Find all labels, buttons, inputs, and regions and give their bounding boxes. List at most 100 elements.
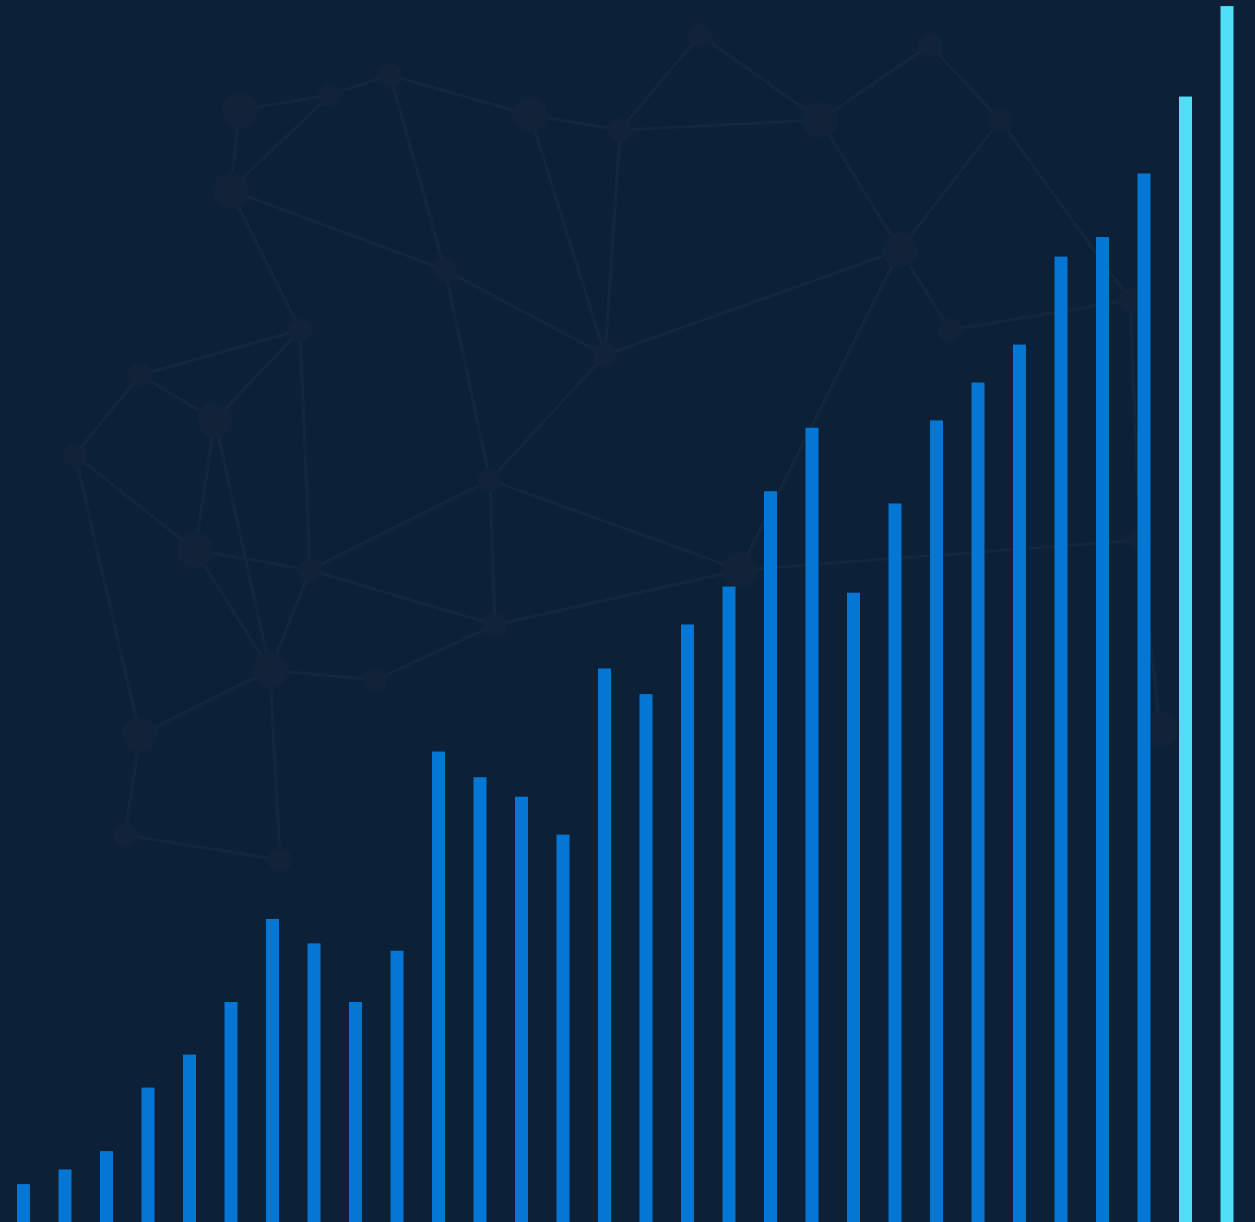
- network-edge: [528, 114, 607, 356]
- network-edge: [898, 119, 1002, 251]
- network-node: [722, 552, 758, 588]
- bar-highlighted: [1179, 96, 1192, 1222]
- bar: [930, 420, 943, 1222]
- network-edge: [444, 268, 606, 357]
- network-node: [197, 402, 233, 438]
- bar: [639, 694, 653, 1222]
- network-edge: [193, 419, 217, 551]
- network-node: [318, 83, 342, 107]
- network-edge: [268, 669, 282, 861]
- network-node: [512, 97, 548, 133]
- bar: [141, 1087, 155, 1222]
- bar: [100, 1151, 113, 1222]
- network-node: [268, 848, 292, 872]
- bar: [681, 624, 694, 1222]
- bar: [1013, 344, 1026, 1222]
- network-node: [882, 232, 918, 268]
- network-edge: [139, 328, 301, 377]
- network-node: [113, 823, 137, 847]
- network-node: [128, 363, 152, 387]
- bar: [1096, 237, 1109, 1222]
- network-edge: [928, 43, 1002, 122]
- network-edge: [388, 74, 447, 271]
- network-edge: [73, 374, 142, 456]
- network-node: [177, 532, 213, 568]
- network-edge: [298, 329, 312, 571]
- network-edge: [73, 454, 142, 736]
- network-edge: [309, 568, 496, 627]
- network-edge: [603, 129, 622, 356]
- network-edge: [193, 549, 272, 671]
- network-edge: [228, 189, 302, 331]
- bar: [847, 592, 860, 1222]
- network-edge: [488, 353, 607, 482]
- bar: [58, 1169, 72, 1222]
- bars-group: [17, 6, 1234, 1222]
- bar: [390, 950, 404, 1222]
- network-node: [433, 258, 457, 282]
- network-edge: [819, 43, 931, 122]
- network-edge: [228, 93, 332, 192]
- network-edge: [229, 188, 446, 272]
- bar-highlighted: [1220, 6, 1234, 1222]
- network-edge: [213, 328, 302, 422]
- bar: [432, 751, 445, 1222]
- network-node: [63, 443, 87, 467]
- network-node: [1118, 288, 1142, 312]
- network-edge: [194, 548, 311, 572]
- bar: [764, 491, 777, 1222]
- network-edge: [74, 453, 196, 552]
- network-node: [593, 343, 617, 367]
- bar: [183, 1054, 196, 1222]
- network-node: [918, 33, 942, 57]
- network-node: [688, 23, 712, 47]
- network-edge: [124, 833, 281, 862]
- bar: [473, 777, 487, 1222]
- network-node: [608, 118, 632, 142]
- bar: [17, 1184, 30, 1222]
- network-node: [122, 717, 158, 753]
- network-node: [363, 668, 387, 692]
- bar: [888, 503, 902, 1222]
- network-node: [288, 318, 312, 342]
- network-edge: [488, 479, 497, 626]
- bar: [266, 918, 279, 1222]
- network-node: [802, 102, 838, 138]
- bar: [307, 943, 321, 1222]
- network-node: [478, 468, 502, 492]
- network-edge: [818, 119, 902, 251]
- bar: [515, 796, 528, 1222]
- network-edge: [213, 419, 272, 671]
- bar: [722, 586, 736, 1222]
- network-node: [938, 318, 962, 342]
- bar: [556, 834, 570, 1222]
- bar: [598, 668, 611, 1222]
- network-node: [222, 92, 258, 128]
- network-edge: [309, 478, 491, 572]
- network-node: [252, 652, 288, 688]
- network-node: [378, 63, 402, 87]
- network-edge: [139, 668, 271, 737]
- bar: [971, 382, 985, 1222]
- network-edge: [489, 478, 741, 572]
- bar: [1137, 173, 1151, 1222]
- network-edge: [443, 269, 492, 481]
- network-node: [212, 172, 248, 208]
- bar: [349, 1002, 362, 1222]
- network-edge: [389, 73, 531, 117]
- network-edge: [699, 33, 821, 122]
- bar: [1054, 256, 1068, 1222]
- network-edge: [619, 118, 821, 132]
- network-edge: [374, 623, 496, 682]
- bar: [805, 427, 819, 1222]
- bar: [224, 1002, 238, 1222]
- network-node: [298, 558, 322, 582]
- network-node: [1142, 712, 1178, 748]
- network-edge: [604, 248, 901, 357]
- network-edge: [494, 568, 741, 627]
- network-node: [483, 613, 507, 637]
- network-edge: [618, 34, 702, 131]
